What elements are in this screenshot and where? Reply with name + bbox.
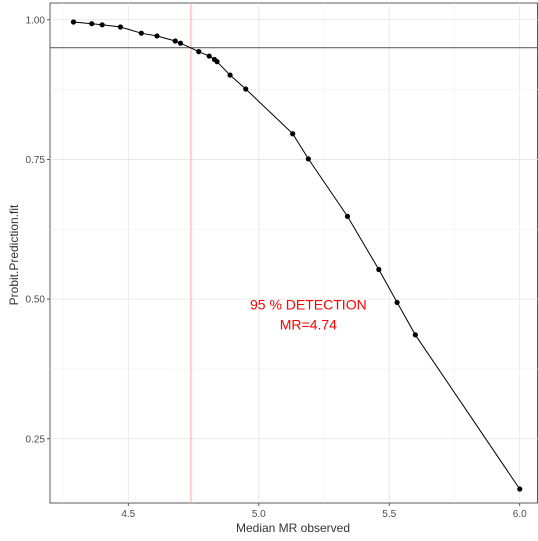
data-point [206, 53, 212, 59]
data-point [290, 131, 296, 137]
y-tick-label: 0.50 [26, 295, 46, 306]
annotation-line-2: MR=4.74 [280, 317, 337, 333]
data-point [196, 49, 202, 55]
y-tick-label: 1.00 [26, 15, 46, 26]
reference-lines [50, 3, 538, 503]
data-point [172, 38, 178, 44]
data-point [376, 266, 382, 273]
y-tick-label: 0.75 [26, 155, 46, 166]
data-point [214, 59, 220, 65]
x-tick-label: 5.5 [382, 509, 396, 520]
data-point [394, 299, 400, 306]
x-tick-label: 5.0 [252, 509, 266, 520]
data-point [412, 332, 418, 338]
x-axis-ticks: 4.5 5.0 5.5 6.0 [121, 503, 527, 520]
data-point [99, 22, 105, 28]
grid-lines [50, 3, 538, 503]
data-point [138, 30, 144, 36]
y-tick-label: 0.25 [26, 434, 46, 445]
data-point [154, 33, 160, 39]
y-axis-title: Probit.Prediction.fit [7, 204, 21, 305]
data-point [117, 24, 124, 30]
data-point [70, 19, 77, 25]
x-tick-label: 4.5 [121, 509, 135, 520]
y-axis-ticks: 0.25 0.50 0.75 1.00 [26, 15, 50, 445]
x-axis-title: Median MR observed [236, 521, 350, 535]
data-point [177, 40, 184, 46]
panel-background [49, 2, 538, 504]
data-point [344, 213, 351, 220]
data-point [227, 72, 233, 78]
data-point [517, 486, 523, 492]
x-tick-label: 6.0 [513, 509, 527, 520]
data-point [89, 21, 95, 27]
data-point [243, 86, 249, 92]
data-points [70, 19, 523, 492]
data-point [305, 156, 311, 162]
annotation-line-1: 95 % DETECTION [250, 297, 367, 313]
